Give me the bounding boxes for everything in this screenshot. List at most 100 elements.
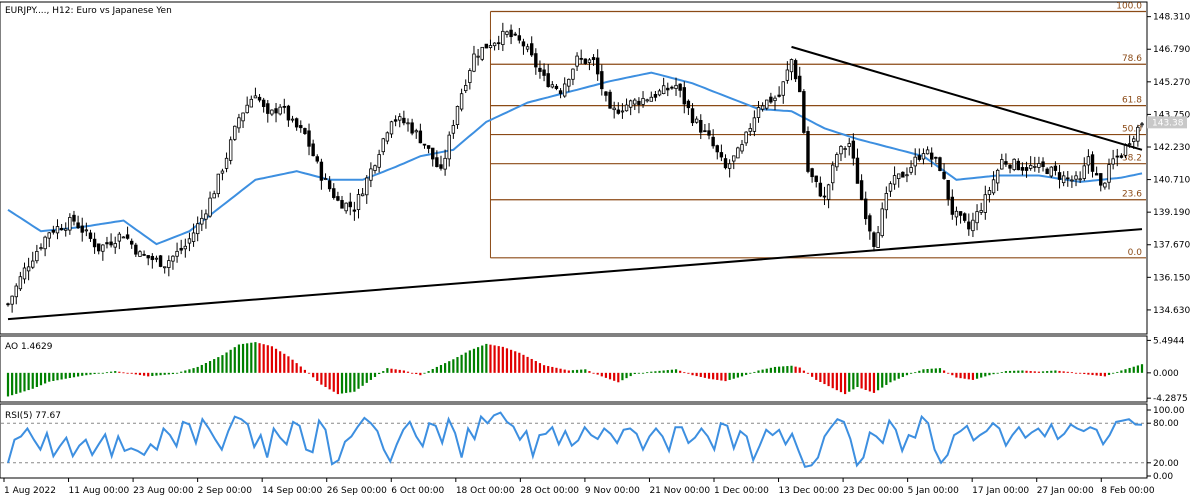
candle-body — [290, 118, 295, 121]
ao-bar — [23, 372, 26, 392]
candle-body — [699, 120, 703, 133]
candle-body — [748, 128, 752, 132]
candle-body — [365, 177, 369, 196]
ao-bar — [81, 372, 84, 376]
candle-body — [431, 147, 435, 160]
candle-body — [1057, 172, 1062, 180]
ao-bar — [295, 363, 298, 373]
ao-bar — [217, 357, 220, 373]
candle-body — [616, 109, 620, 114]
candle-body — [1094, 173, 1099, 176]
ao-bar — [122, 372, 125, 374]
ao-bar — [1079, 372, 1082, 374]
candle-body — [505, 31, 509, 35]
rsi-tick-label: 80.00 — [1153, 419, 1179, 429]
ao-bar — [456, 357, 459, 373]
candle-body — [113, 243, 117, 248]
candle-body — [628, 100, 633, 108]
ao-bar — [1025, 370, 1028, 373]
candle-body — [995, 169, 1000, 184]
candle-body — [1053, 165, 1058, 171]
candle-body — [864, 198, 868, 220]
candle-body — [187, 238, 192, 244]
ao-bar — [353, 372, 356, 392]
candle-body — [459, 93, 464, 110]
ao-bar — [967, 372, 970, 380]
ao-bar — [1116, 371, 1119, 373]
candle-body — [674, 84, 678, 89]
candle-body — [826, 184, 831, 200]
candle-body — [406, 122, 410, 125]
candle-body — [398, 116, 402, 121]
ao-bar — [283, 353, 286, 373]
ao-bar — [1136, 365, 1139, 373]
candle-body — [249, 98, 253, 108]
candle-body — [340, 199, 344, 209]
candle-body — [538, 67, 542, 72]
candle-body — [781, 81, 785, 96]
candle-body — [101, 244, 105, 252]
ao-bar — [118, 371, 121, 373]
candle-body — [443, 157, 447, 170]
candle-body — [422, 143, 427, 146]
candle-body — [72, 214, 76, 222]
candle-body — [971, 219, 975, 232]
ao-bar — [31, 372, 34, 389]
candle-body — [670, 86, 674, 89]
candle-body — [534, 53, 538, 68]
candle-body — [171, 255, 175, 262]
candle-body — [678, 83, 682, 91]
ao-bar — [1083, 372, 1086, 375]
time-tick-label: 23 Dec 00:00 — [843, 486, 904, 496]
fib-level-label: 0.0 — [1128, 248, 1143, 258]
ao-bar — [468, 350, 471, 373]
ao-bar — [373, 372, 377, 377]
candle-body — [1127, 143, 1132, 146]
ao-bar — [839, 372, 843, 393]
candle-body — [645, 99, 649, 102]
candle-body — [917, 155, 922, 160]
ao-bar — [637, 372, 641, 374]
ao-bar — [641, 372, 645, 374]
candle-body — [146, 255, 150, 259]
ao-bar — [1008, 370, 1012, 373]
ao-bar — [563, 369, 566, 373]
ao-bar — [559, 368, 562, 373]
candle-body — [657, 90, 662, 96]
ao-bar — [522, 354, 525, 373]
candle-body — [661, 85, 666, 95]
candle-body — [604, 91, 608, 96]
ao-bar — [856, 372, 859, 388]
candle-body — [381, 138, 385, 153]
ao-bar — [225, 352, 228, 373]
candle-body — [567, 78, 571, 87]
ao-bar — [68, 372, 71, 379]
candle-body — [979, 210, 983, 213]
candle-body — [769, 96, 773, 103]
candle-body — [583, 58, 588, 64]
candle-body — [266, 103, 270, 114]
ao-bar — [782, 366, 785, 373]
ao-bar — [654, 371, 657, 373]
ao-bar — [773, 366, 777, 373]
candle-body — [950, 196, 955, 215]
candle-body — [752, 117, 757, 132]
candle-body — [447, 134, 451, 160]
candle-body — [835, 154, 839, 168]
candle-body — [1037, 163, 1041, 168]
ao-bar — [971, 372, 975, 380]
ao-bar — [699, 372, 702, 377]
ao-bar — [6, 372, 10, 397]
candle-body — [332, 188, 336, 198]
ao-bar — [324, 372, 327, 388]
candle-body — [876, 232, 880, 248]
ao-bar — [1054, 370, 1057, 373]
time-tick-label: 6 Oct 00:00 — [391, 486, 444, 496]
ao-bar — [703, 372, 706, 378]
fib-level-label: 38.2 — [1122, 154, 1142, 164]
candle-body — [39, 247, 43, 250]
candle-body — [51, 229, 56, 233]
candle-body — [241, 112, 245, 122]
candle-body — [740, 144, 744, 152]
trendline — [7, 228, 1143, 321]
